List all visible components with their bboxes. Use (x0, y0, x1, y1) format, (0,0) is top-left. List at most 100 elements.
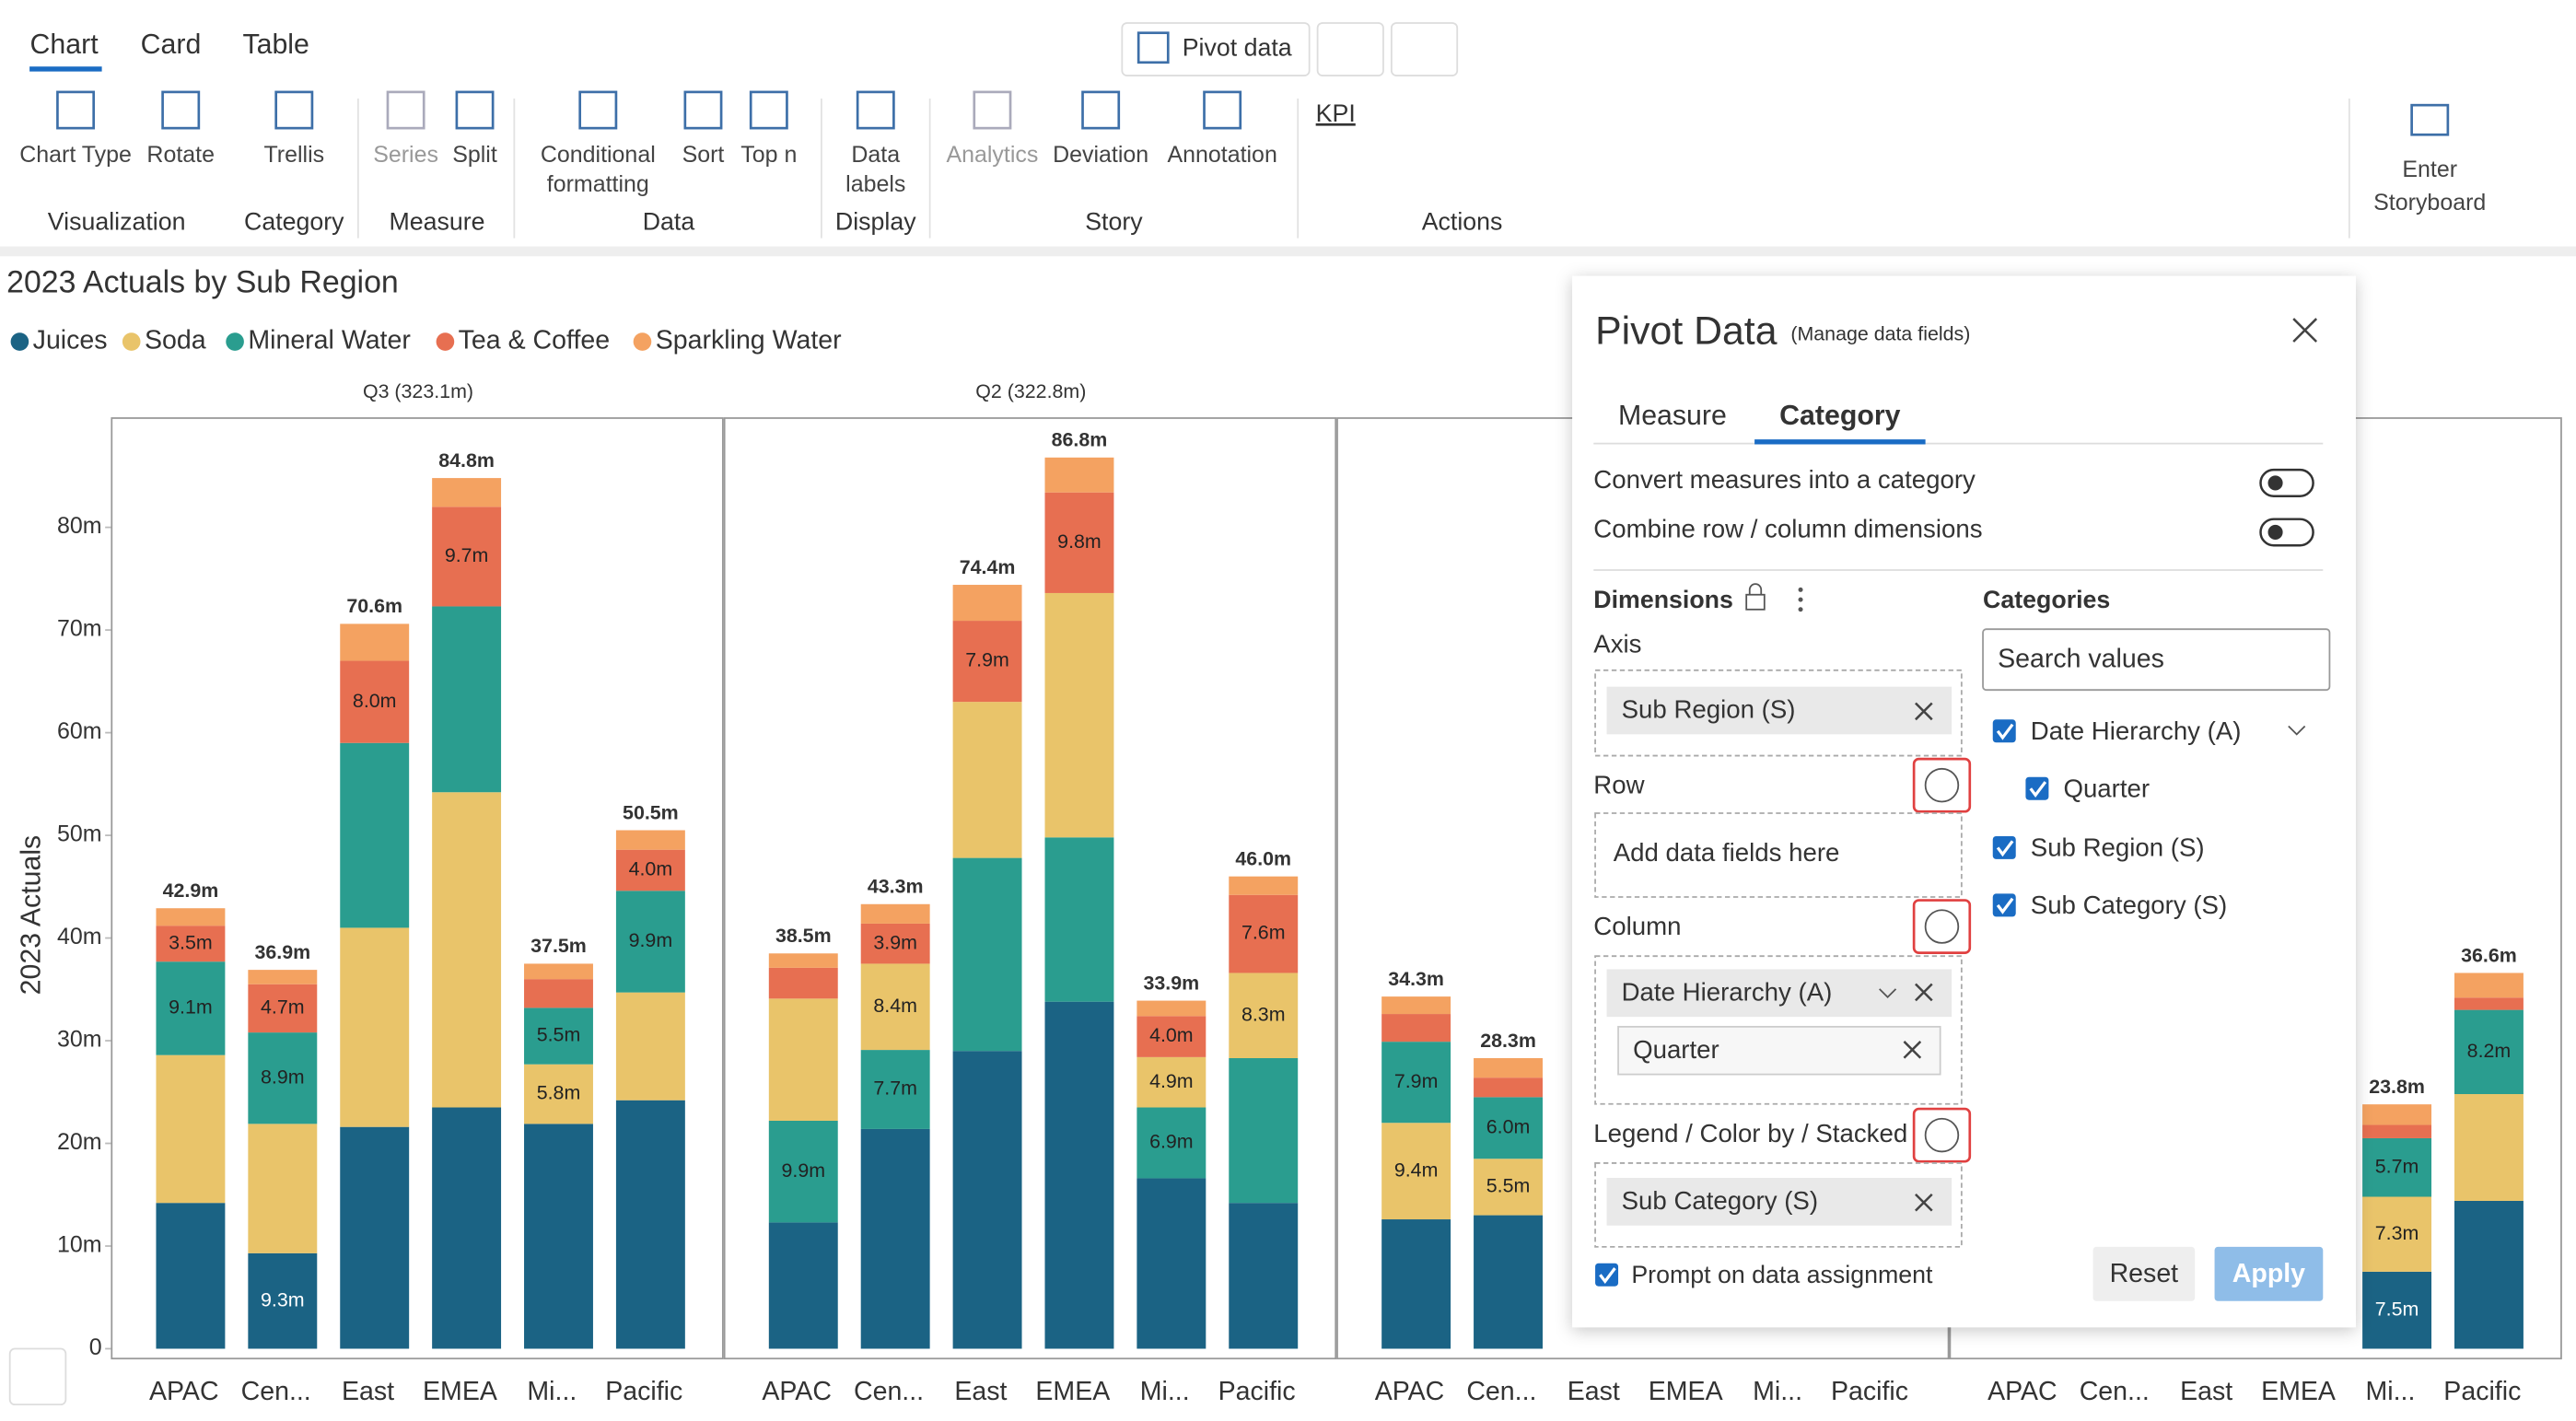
tab[interactable]: Chart (30, 29, 99, 60)
tool-icon[interactable] (455, 90, 495, 130)
drop-zone[interactable] (1594, 955, 1963, 1105)
chip-remove[interactable] (1915, 702, 1933, 721)
checkbox[interactable] (1595, 1263, 1619, 1287)
tool-label[interactable]: Chart Type (19, 142, 132, 168)
bar-segment (860, 1128, 930, 1349)
chip-label: Date Hierarchy (A) (1622, 978, 1833, 1007)
tab[interactable]: Measure (1618, 401, 1727, 431)
legend-marker (226, 332, 244, 351)
bar-segment (952, 1051, 1022, 1349)
checkmark (1599, 1267, 1616, 1285)
chip-remove[interactable] (1903, 1041, 1922, 1059)
tool-icon[interactable] (856, 90, 895, 130)
drop-zone[interactable] (1594, 669, 1963, 757)
segment-label: 7.3m (2375, 1222, 2419, 1244)
chip-expand[interactable] (1879, 988, 1897, 999)
swap-button[interactable] (1912, 899, 1972, 954)
expand-icon[interactable] (2288, 725, 2306, 736)
toggle-label: Convert measures into a category (1593, 465, 1976, 494)
drop-zone[interactable] (1594, 812, 1963, 898)
swap-button[interactable] (1912, 1107, 1972, 1163)
bar-segment (248, 970, 318, 984)
bar-segment (524, 1124, 593, 1349)
swap-button[interactable] (1912, 757, 1972, 813)
bar-segment (1044, 837, 1114, 1002)
tool-icon[interactable] (749, 90, 788, 130)
tool-label[interactable]: Conditional (541, 142, 656, 168)
y-tick-label: 10m (57, 1232, 102, 1258)
tool-label[interactable]: Rotate (146, 142, 215, 168)
tab-active[interactable]: Category (1779, 401, 1901, 431)
tool-icon[interactable] (578, 90, 618, 130)
toggle-label: Combine row / column dimensions (1593, 514, 1982, 542)
segment-label: 9.4m (1394, 1159, 1439, 1181)
tool-icon[interactable] (1081, 90, 1121, 130)
pivot-button-label: Pivot data (1183, 34, 1292, 62)
tool-icon[interactable] (1203, 90, 1242, 130)
kpi-button[interactable]: KPI (1316, 99, 1356, 127)
apply-button[interactable] (2214, 1246, 2324, 1301)
segment-label: 3.9m (873, 931, 917, 953)
x-tick-label: EMEA (1035, 1377, 1110, 1406)
total-label: 50.5m (623, 801, 679, 823)
checkbox[interactable] (2025, 776, 2049, 800)
tool-label[interactable]: Annotation (1167, 142, 1276, 168)
chip-remove[interactable] (1915, 983, 1933, 1002)
tool-label[interactable]: Split (452, 142, 497, 168)
bar-segment (1381, 1014, 1451, 1042)
bar-segment (1474, 1215, 1543, 1349)
group-label: Actions (1422, 208, 1503, 236)
toolbar-items: Chart Card Table Chart Type Rotate Trellis Ser… (19, 29, 2350, 239)
chip[interactable] (1617, 1025, 1941, 1076)
legend-marker (633, 332, 652, 351)
tool-label[interactable]: Data (851, 142, 900, 168)
reset-button[interactable] (2092, 1246, 2196, 1301)
tab[interactable]: Card (141, 29, 202, 60)
checkmark (1996, 723, 2014, 740)
tool-label[interactable]: labels (845, 171, 905, 197)
drop-zone[interactable] (1594, 1162, 1963, 1248)
checkbox[interactable] (1992, 893, 2016, 917)
tool-icon[interactable] (683, 90, 723, 130)
tool-label[interactable]: Sort (682, 142, 725, 168)
bar-segment (340, 623, 410, 661)
bar-segment (615, 891, 685, 993)
bar-segment (768, 1121, 838, 1223)
tool-label[interactable]: Trellis (263, 142, 324, 168)
tool-label[interactable]: Analytics (946, 142, 1038, 168)
tool-icon[interactable] (386, 90, 425, 130)
tool-label[interactable]: Top n (740, 142, 797, 168)
tool-icon[interactable] (274, 90, 314, 130)
tool-label[interactable]: Deviation (1053, 142, 1148, 168)
bar-segment (432, 606, 502, 793)
chip-remove[interactable] (1915, 1193, 1933, 1212)
table-button[interactable] (1390, 22, 1459, 76)
tool-icon[interactable] (973, 90, 1012, 130)
filter-button[interactable] (1316, 22, 1384, 76)
search-box[interactable] (1982, 628, 2331, 692)
tool-label[interactable]: formatting (547, 171, 649, 197)
legend-marker (122, 332, 141, 351)
total-label: 36.9m (254, 941, 310, 963)
segment-label: 7.9m (965, 649, 1009, 671)
tab[interactable]: Table (242, 29, 309, 60)
chip[interactable] (1606, 969, 1952, 1018)
storyboard-label[interactable]: Storyboard (2373, 190, 2486, 215)
tool-icon[interactable] (161, 90, 201, 130)
close-button[interactable] (2292, 318, 2318, 343)
reset-label: Reset (2110, 1259, 2179, 1288)
checkbox[interactable] (1992, 719, 2016, 743)
bar-segment (1229, 973, 1299, 1058)
corner-button[interactable] (8, 1347, 67, 1406)
checkbox[interactable] (1992, 835, 2016, 859)
chip[interactable] (1606, 686, 1952, 735)
tool-icon[interactable] (56, 90, 96, 130)
more-icon[interactable] (1798, 587, 1803, 612)
chip[interactable] (1606, 1177, 1952, 1226)
tool-label[interactable]: Series (373, 142, 438, 168)
lock-icon[interactable] (1745, 593, 1766, 611)
bar-segment (432, 792, 502, 1108)
storyboard-label[interactable]: Enter (2402, 157, 2457, 182)
total-label: 42.9m (163, 879, 219, 902)
bar-segment (156, 961, 226, 1055)
